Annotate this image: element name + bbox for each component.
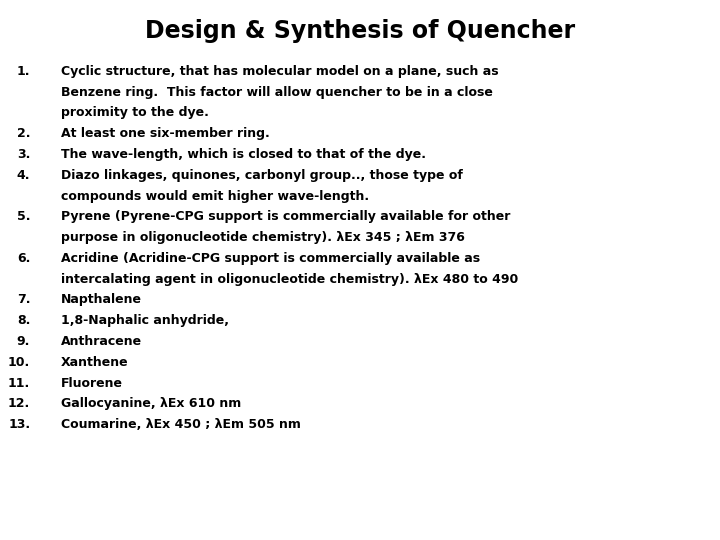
Text: 1,8-Naphalic anhydride,: 1,8-Naphalic anhydride,	[61, 314, 229, 327]
Text: Diazo linkages, quinones, carbonyl group.., those type of: Diazo linkages, quinones, carbonyl group…	[61, 168, 463, 182]
Text: 11.: 11.	[8, 376, 30, 390]
Text: Coumarine, λEx 450 ; λEm 505 nm: Coumarine, λEx 450 ; λEm 505 nm	[61, 418, 301, 431]
Text: Napthalene: Napthalene	[61, 293, 142, 307]
Text: compounds would emit higher wave-length.: compounds would emit higher wave-length.	[61, 190, 369, 202]
Text: 7.: 7.	[17, 293, 30, 307]
Text: intercalating agent in oligonucleotide chemistry). λEx 480 to 490: intercalating agent in oligonucleotide c…	[61, 273, 518, 286]
Text: 12.: 12.	[8, 397, 30, 410]
Text: 3.: 3.	[17, 148, 30, 161]
Text: At least one six-member ring.: At least one six-member ring.	[61, 127, 270, 140]
Text: 4.: 4.	[17, 168, 30, 182]
Text: purpose in oligonucleotide chemistry). λEx 345 ; λEm 376: purpose in oligonucleotide chemistry). λ…	[61, 231, 465, 244]
Text: 2.: 2.	[17, 127, 30, 140]
Text: 1.: 1.	[17, 65, 30, 78]
Text: 5.: 5.	[17, 210, 30, 224]
Text: 9.: 9.	[17, 335, 30, 348]
Text: Fluorene: Fluorene	[61, 376, 123, 390]
Text: 10.: 10.	[8, 356, 30, 369]
Text: 13.: 13.	[8, 418, 30, 431]
Text: The wave-length, which is closed to that of the dye.: The wave-length, which is closed to that…	[61, 148, 426, 161]
Text: Xanthene: Xanthene	[61, 356, 129, 369]
Text: Cyclic structure, that has molecular model on a plane, such as: Cyclic structure, that has molecular mod…	[61, 65, 499, 78]
Text: 8.: 8.	[17, 314, 30, 327]
Text: Design & Synthesis of Quencher: Design & Synthesis of Quencher	[145, 19, 575, 43]
Text: Gallocyanine, λEx 610 nm: Gallocyanine, λEx 610 nm	[61, 397, 241, 410]
Text: Pyrene (Pyrene-CPG support is commercially available for other: Pyrene (Pyrene-CPG support is commercial…	[61, 210, 510, 224]
Text: 6.: 6.	[17, 252, 30, 265]
Text: Anthracene: Anthracene	[61, 335, 143, 348]
Text: Benzene ring.  This factor will allow quencher to be in a close: Benzene ring. This factor will allow que…	[61, 85, 493, 99]
Text: proximity to the dye.: proximity to the dye.	[61, 106, 209, 119]
Text: Acridine (Acridine-CPG support is commercially available as: Acridine (Acridine-CPG support is commer…	[61, 252, 480, 265]
